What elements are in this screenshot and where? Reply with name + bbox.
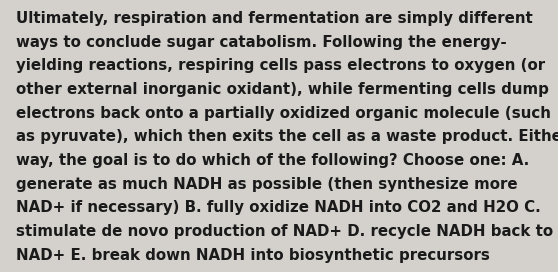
Text: generate as much NADH as possible (then synthesize more: generate as much NADH as possible (then … [16, 177, 517, 191]
Text: stimulate de novo production of NAD+ D. recycle NADH back to: stimulate de novo production of NAD+ D. … [16, 224, 553, 239]
Text: ways to conclude sugar catabolism. Following the energy-: ways to conclude sugar catabolism. Follo… [16, 35, 506, 50]
Text: other external inorganic oxidant), while fermenting cells dump: other external inorganic oxidant), while… [16, 82, 549, 97]
Text: yielding reactions, respiring cells pass electrons to oxygen (or: yielding reactions, respiring cells pass… [16, 58, 545, 73]
Text: electrons back onto a partially oxidized organic molecule (such: electrons back onto a partially oxidized… [16, 106, 551, 120]
Text: Ultimately, respiration and fermentation are simply different: Ultimately, respiration and fermentation… [16, 11, 532, 26]
Text: way, the goal is to do which of the following? Choose one: A.: way, the goal is to do which of the foll… [16, 153, 529, 168]
Text: as pyruvate), which then exits the cell as a waste product. Either: as pyruvate), which then exits the cell … [16, 129, 558, 144]
Text: NAD+ E. break down NADH into biosynthetic precursors: NAD+ E. break down NADH into biosyntheti… [16, 248, 489, 262]
Text: NAD+ if necessary) B. fully oxidize NADH into CO2 and H2O C.: NAD+ if necessary) B. fully oxidize NADH… [16, 200, 540, 215]
